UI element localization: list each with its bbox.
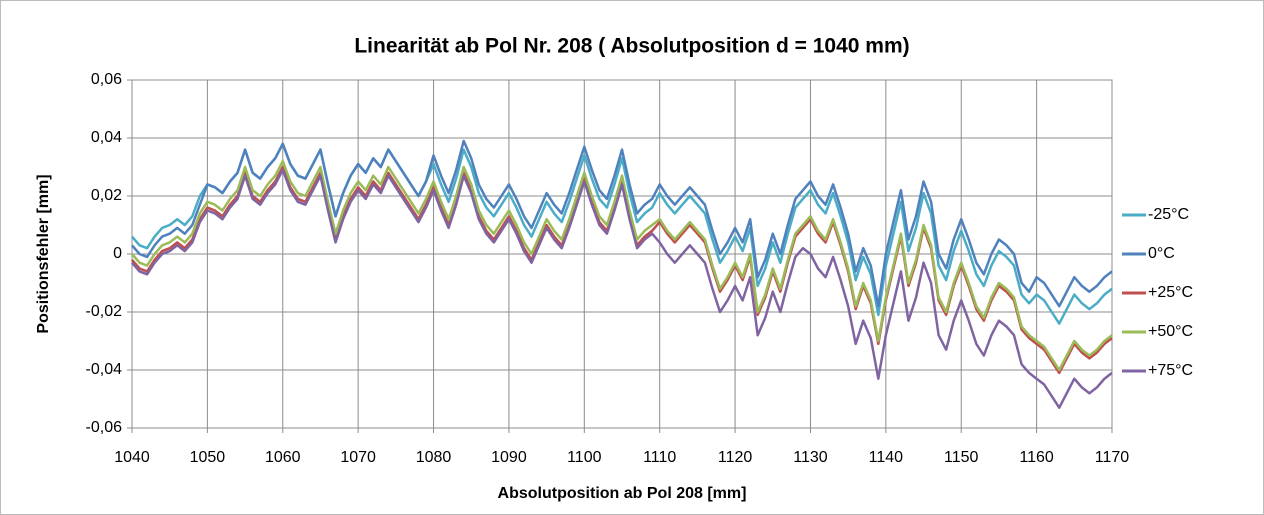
legend-label: +75°C <box>1148 362 1193 379</box>
legend-label: +25°C <box>1148 284 1193 301</box>
x-axis-title: Absolutposition ab Pol 208 [mm] <box>498 485 747 502</box>
series-line <box>131 139 1113 308</box>
chart-title: Linearität ab Pol Nr. 208 ( Absolutposit… <box>354 35 909 58</box>
x-tick-label: 1150 <box>944 449 979 466</box>
x-tick-label: 1090 <box>491 449 527 466</box>
y-tick-label: -0,02 <box>86 303 123 320</box>
y-tick-label: 0,02 <box>91 187 122 204</box>
x-tick-label: 1060 <box>265 449 301 466</box>
y-tick-label: 0,06 <box>91 71 122 88</box>
x-tick-label: 1100 <box>567 449 602 466</box>
x-tick-label: 1120 <box>718 449 753 466</box>
y-tick-label: -0,04 <box>86 361 123 378</box>
legend-label: -25°C <box>1148 206 1189 223</box>
x-tick-label: 1170 <box>1095 449 1130 466</box>
y-tick-label: 0 <box>113 245 122 262</box>
x-tick-label: 1110 <box>643 449 676 466</box>
series-line <box>131 168 1113 409</box>
x-tick-label: 1080 <box>416 449 452 466</box>
y-axis-title: Positionsfehler [mm] <box>35 174 52 333</box>
x-tick-label: 1130 <box>793 449 828 466</box>
x-tick-label: 1070 <box>340 449 376 466</box>
x-tick-label: 1040 <box>114 449 150 466</box>
y-tick-label: -0,06 <box>86 419 123 436</box>
y-tick-label: 0,04 <box>91 129 122 146</box>
legend-label: +50°C <box>1148 323 1193 340</box>
legend-label: 0°C <box>1148 245 1175 262</box>
x-tick-label: 1140 <box>869 449 904 466</box>
x-tick-label: 1160 <box>1019 449 1054 466</box>
series-line <box>131 159 1113 372</box>
x-tick-label: 1050 <box>190 449 226 466</box>
